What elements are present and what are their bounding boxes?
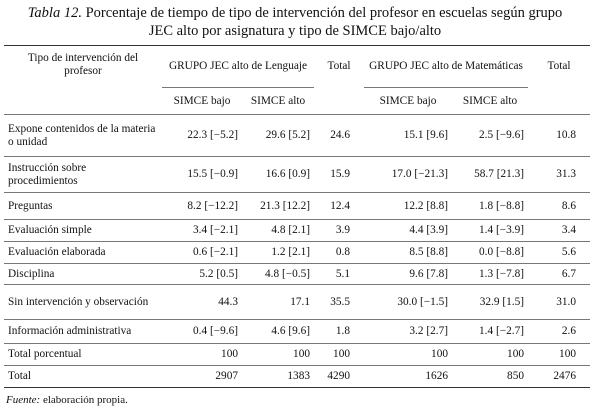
row-label: Instrucción sobre procedimientos	[4, 156, 162, 193]
table-cell: 32.9 [1.5]	[452, 284, 528, 320]
subheader-cell: SIMCE alto	[452, 87, 528, 115]
table-cell: 16.6 [0.9]	[242, 156, 314, 193]
table-cell: 2907	[162, 365, 242, 388]
table-cell: 1.2 [2.1]	[242, 241, 314, 264]
table-cell: 35.5	[314, 284, 364, 320]
table-cell: 22.3 [−5.2]	[162, 114, 242, 157]
table-cell: 0.0 [−8.8]	[452, 241, 528, 264]
table-cell: 8.5 [8.8]	[364, 241, 452, 264]
table-row: Total porcentual 100 100 100 100 100 100	[4, 343, 590, 366]
table-cell: 1.8 [−8.8]	[452, 192, 528, 220]
table-cell: 12.4	[314, 192, 364, 220]
table-body: Expone contenidos de la materia o unidad…	[4, 114, 590, 388]
title: Tabla 12. Porcentaje de tiempo de tipo d…	[24, 4, 566, 40]
table-cell: 24.6	[314, 114, 364, 157]
source: Fuente: elaboración propia.	[6, 394, 586, 406]
table-cell: 3.4 [−2.1]	[162, 219, 242, 242]
table-cell: 1.3 [−7.8]	[452, 263, 528, 285]
table-cell: 100	[528, 343, 590, 366]
table-cell: 100	[314, 343, 364, 366]
source-label: Fuente:	[6, 394, 41, 406]
table-cell: 31.0	[528, 284, 590, 320]
header-cell: Tipo de intervención del profesor	[4, 45, 162, 115]
row-label: Información administrativa	[4, 319, 162, 344]
table-cell: 1626	[364, 365, 452, 388]
table-row: Evaluación simple 3.4 [−2.1] 4.8 [2.1] 3.9 4…	[4, 219, 590, 242]
table-cell: 15.5 [−0.9]	[162, 156, 242, 193]
row-label: Total porcentual	[4, 343, 162, 366]
subheader-cell: SIMCE bajo	[162, 87, 242, 115]
table-cell: 29.6 [5.2]	[242, 114, 314, 157]
table-cell: 12.2 [8.8]	[364, 192, 452, 220]
table-cell: 10.8	[528, 114, 590, 157]
table-cell: 1.8	[314, 319, 364, 344]
header-cell: GRUPO JEC alto de Matemáticas	[364, 45, 528, 88]
table-cell: 17.0 [−21.3]	[364, 156, 452, 193]
table-cell: 100	[452, 343, 528, 366]
table-row: Instrucción sobre procedimientos 15.5 [−0…	[4, 156, 590, 193]
table-cell: 9.6 [7.8]	[364, 263, 452, 285]
header-cell: GRUPO JEC alto de Lenguaje	[162, 45, 314, 88]
table-cell: 44.3	[162, 284, 242, 320]
table-cell: 4.8 [−0.5]	[242, 263, 314, 285]
table-cell: 5.6	[528, 241, 590, 264]
table-cell: 0.4 [−9.6]	[162, 319, 242, 344]
row-label: Preguntas	[4, 192, 162, 220]
table-cell: 8.2 [−12.2]	[162, 192, 242, 220]
table-cell: 1383	[242, 365, 314, 388]
table-row: Evaluación elaborada 0.6 [−2.1] 1.2 [2.1] 0…	[4, 241, 590, 264]
row-label: Evaluación simple	[4, 219, 162, 242]
title-text: Porcentaje de tiempo de tipo de interven…	[85, 5, 563, 39]
table-cell: 15.9	[314, 156, 364, 193]
table-cell: 100	[242, 343, 314, 366]
row-label: Total	[4, 365, 162, 388]
table: Tipo de intervención del profesor GRUPO …	[4, 45, 590, 388]
table-cell: 58.7 [21.3]	[452, 156, 528, 193]
row-label: Disciplina	[4, 263, 162, 285]
table-cell: 1.4 [−3.9]	[452, 219, 528, 242]
row-label: Expone contenidos de la materia o unidad	[4, 114, 162, 157]
table-cell: 4.8 [2.1]	[242, 219, 314, 242]
table-row: Preguntas 8.2 [−12.2] 21.3 [12.2] 12.4 12.2 …	[4, 192, 590, 220]
table-cell: 100	[162, 343, 242, 366]
header-cell: Total	[528, 45, 590, 88]
table-cell: 1.4 [−2.7]	[452, 319, 528, 344]
subheader-cell: SIMCE bajo	[364, 87, 452, 115]
table-cell: 0.8	[314, 241, 364, 264]
table-cell: 4.6 [9.6]	[242, 319, 314, 344]
table-row: Total 2907 1383 4290 1626 850 2476	[4, 365, 590, 388]
row-label: Evaluación elaborada	[4, 241, 162, 264]
table-cell: 4290	[314, 365, 364, 388]
table-cell: 3.9	[314, 219, 364, 242]
row-label: Sin intervención y observación	[4, 284, 162, 320]
page: Tabla 12. Porcentaje de tiempo de tipo d…	[4, 4, 590, 406]
table-cell: 100	[364, 343, 452, 366]
table-cell: 850	[452, 365, 528, 388]
table-cell: 3.4	[528, 219, 590, 242]
table-row: Información administrativa 0.4 [−9.6] 4.6 …	[4, 319, 590, 344]
table-cell: 6.7	[528, 263, 590, 285]
table-cell: 5.1	[314, 263, 364, 285]
table-cell: 4.4 [3.9]	[364, 219, 452, 242]
table-cell: 31.3	[528, 156, 590, 193]
table-cell: 15.1 [9.6]	[364, 114, 452, 157]
table-row: Sin intervención y observación 44.3 17.1 35…	[4, 284, 590, 320]
subheader-cell: SIMCE alto	[242, 87, 314, 115]
source-text: elaboración propia.	[42, 394, 128, 406]
table-cell: 17.1	[242, 284, 314, 320]
table-cell: 0.6 [−2.1]	[162, 241, 242, 264]
table-cell: 21.3 [12.2]	[242, 192, 314, 220]
table-cell: 2476	[528, 365, 590, 388]
table-cell: 30.0 [−1.5]	[364, 284, 452, 320]
table-cell: 2.6	[528, 319, 590, 344]
table-cell: 2.5 [−9.6]	[452, 114, 528, 157]
table-row: Disciplina 5.2 [0.5] 4.8 [−0.5] 5.1 9.6 [7.8…	[4, 263, 590, 285]
header-cell: Total	[314, 45, 364, 88]
table-cell: 8.6	[528, 192, 590, 220]
table-cell: 5.2 [0.5]	[162, 263, 242, 285]
table-number: Tabla 12.	[27, 5, 82, 21]
table-cell: 3.2 [2.7]	[364, 319, 452, 344]
table-row: Expone contenidos de la materia o unidad…	[4, 114, 590, 157]
